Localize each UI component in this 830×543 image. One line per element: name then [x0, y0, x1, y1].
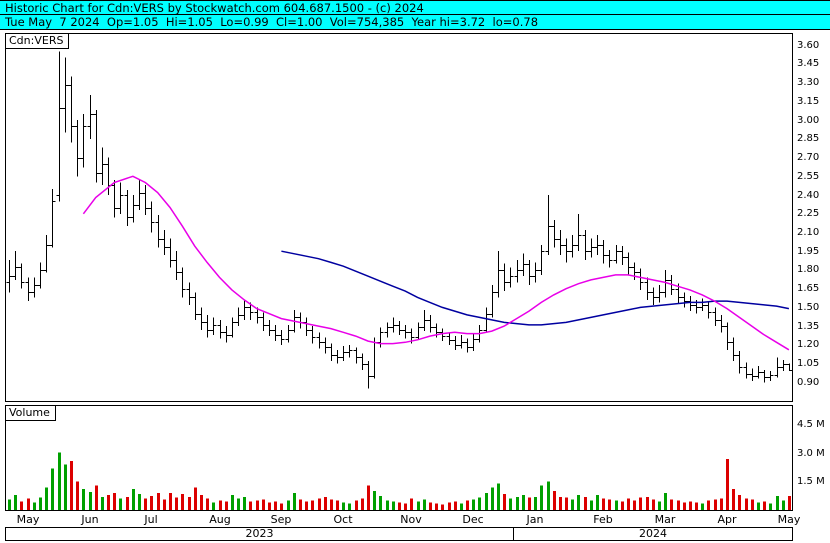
month-label: Apr	[717, 513, 737, 526]
month-label: Nov	[400, 513, 422, 526]
price-tick-label: 2.25	[797, 208, 820, 219]
price-tick-label: 3.30	[797, 77, 820, 88]
month-label: Feb	[593, 513, 613, 526]
month-label: Jun	[81, 513, 99, 526]
month-label: Jan	[526, 513, 544, 526]
ma-fast-line	[82, 175, 790, 351]
price-tick-label: 3.15	[797, 96, 820, 107]
volume-tick-label: 3.0 M	[797, 448, 825, 459]
month-label: May	[777, 513, 801, 526]
price-tick-label: 0.90	[797, 377, 820, 388]
month-label: Oct	[333, 513, 353, 526]
volume-bars	[8, 452, 791, 510]
year-box: 2023	[5, 527, 514, 541]
chart-title-bar: Historic Chart for Cdn:VERS by Stockwatc…	[0, 0, 830, 15]
month-label: Mar	[654, 513, 676, 526]
symbol-label: Cdn:VERS	[6, 34, 70, 49]
volume-tick-label: 4.5 M	[797, 419, 825, 430]
price-panel: Cdn:VERS	[5, 33, 793, 402]
price-tick-label: 2.70	[797, 152, 820, 163]
price-tick-label: 2.55	[797, 171, 820, 182]
month-label: Sep	[270, 513, 292, 526]
price-tick-label: 1.35	[797, 321, 820, 332]
price-tick-label: 1.95	[797, 246, 820, 257]
ohlc-bars	[6, 51, 792, 389]
price-tick-label: 2.10	[797, 227, 820, 238]
price-tick-label: 3.60	[797, 40, 820, 51]
price-tick-label: 3.00	[797, 115, 820, 126]
price-tick-label: 2.85	[797, 133, 820, 144]
price-chart-svg	[6, 51, 792, 389]
price-tick-label: 1.50	[797, 302, 820, 313]
price-tick-label: 1.65	[797, 283, 820, 294]
price-axis: 0.90 1.05 1.20 1.35 1.50 1.65 1.80 1.95 2.10 2.25…	[796, 34, 830, 401]
volume-chart-svg	[8, 452, 791, 510]
month-label: Aug	[209, 513, 231, 526]
price-tick-label: 1.80	[797, 264, 820, 275]
price-tick-label: 2.40	[797, 190, 820, 201]
month-label: May	[16, 513, 40, 526]
price-tick-label: 1.20	[797, 339, 820, 350]
price-tick-label: 1.05	[797, 358, 820, 369]
month-label: Dec	[462, 513, 484, 526]
month-label: Jul	[144, 513, 158, 526]
price-tick-label: 3.45	[797, 58, 820, 69]
volume-panel: Volume	[5, 405, 793, 511]
volume-panel-label: Volume	[6, 406, 56, 421]
year-box: 2024	[513, 527, 793, 541]
month-axis: May Jun Jul Aug Sep Oct Nov Dec Jan Feb Mar Apr May	[6, 513, 801, 526]
quote-info-bar: Tue May 7 2024 Op=1.05 Hi=1.05 Lo=0.99 C…	[0, 15, 830, 30]
volume-axis: 1.5 M 3.0 M 4.5 M	[796, 406, 830, 510]
year-axis: 2023 2024	[5, 527, 793, 542]
ma-slow-line	[281, 250, 790, 326]
volume-tick-label: 1.5 M	[797, 476, 825, 487]
